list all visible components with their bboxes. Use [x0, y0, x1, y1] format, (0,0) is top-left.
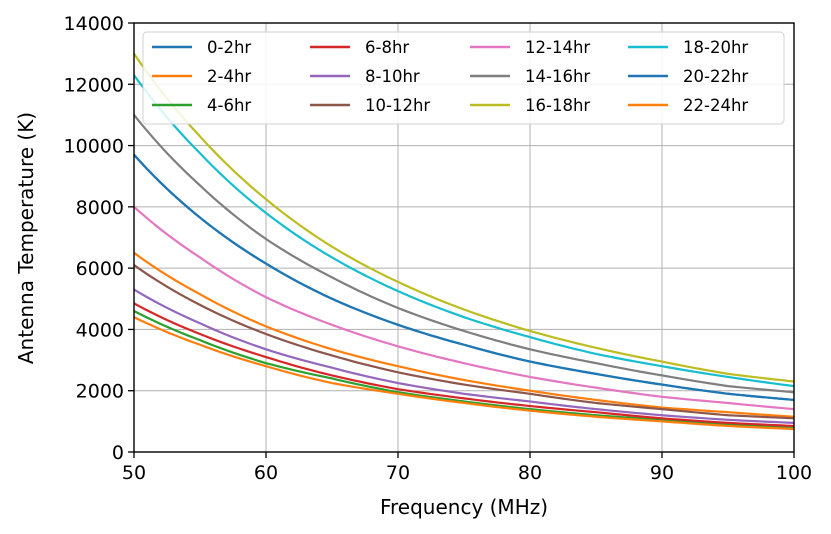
legend-label-12-14hr: 12-14hr [525, 38, 590, 57]
legend-label-2-4hr: 2-4hr [207, 67, 251, 86]
legend-label-8-10hr: 8-10hr [365, 67, 420, 86]
series-line-16-18hr [133, 53, 795, 383]
series-line-20-22hr [133, 154, 795, 402]
legend-label-22-24hr: 22-24hr [683, 96, 748, 115]
series-line-6-8hr [133, 302, 795, 428]
plot-frame [133, 22, 795, 453]
legend-label-14-16hr: 14-16hr [525, 67, 590, 86]
y-tick-label: 14000 [64, 13, 124, 35]
series-line-12-14hr [133, 206, 795, 411]
x-tick-label: 60 [254, 462, 278, 484]
y-axis-title: Antenna Temperature (K) [14, 112, 38, 364]
legend-label-6-8hr: 6-8hr [365, 38, 409, 57]
x-tick-label: 80 [518, 462, 542, 484]
x-tick-label: 90 [650, 462, 674, 484]
series-line-14-16hr [133, 114, 795, 394]
series-line-22-24hr [133, 316, 795, 431]
y-tick-label: 0 [112, 442, 124, 464]
x-tick-label: 100 [776, 462, 812, 484]
x-tick-label: 50 [122, 462, 146, 484]
legend-label-0-2hr: 0-2hr [207, 38, 251, 57]
x-axis-title: Frequency (MHz) [380, 495, 548, 519]
series-line-18-20hr [133, 74, 795, 388]
ticks: 50 60 70 80 90 100 0 2000 4000 6000 8000 10000 12000… [64, 13, 813, 484]
y-tick-label: 10000 [64, 136, 124, 158]
y-tick-label: 8000 [76, 197, 124, 219]
legend-label-20-22hr: 20-22hr [683, 67, 748, 86]
x-tick-label: 70 [386, 462, 410, 484]
legend: 0-2hr 2-4hr 4-6hr 6-8hr 8-10hr 10-12hr 12-14hr… [142, 31, 785, 125]
legend-label-18-20hr: 18-20hr [683, 38, 748, 57]
y-tick-label: 2000 [76, 381, 124, 403]
legend-label-16-18hr: 16-18hr [525, 96, 590, 115]
y-tick-label: 4000 [76, 319, 124, 341]
series-line-4-6hr [133, 310, 795, 429]
legend-label-4-6hr: 4-6hr [207, 96, 251, 115]
series-line-10-12hr [133, 264, 795, 420]
series-line-8-10hr [133, 288, 795, 424]
axes [133, 22, 795, 453]
series-line-2-4hr [133, 251, 795, 418]
legend-label-10-12hr: 10-12hr [365, 96, 430, 115]
y-tick-label: 6000 [76, 258, 124, 280]
legend-box [142, 31, 785, 125]
series-layer [133, 53, 795, 431]
y-tick-label: 12000 [64, 74, 124, 96]
